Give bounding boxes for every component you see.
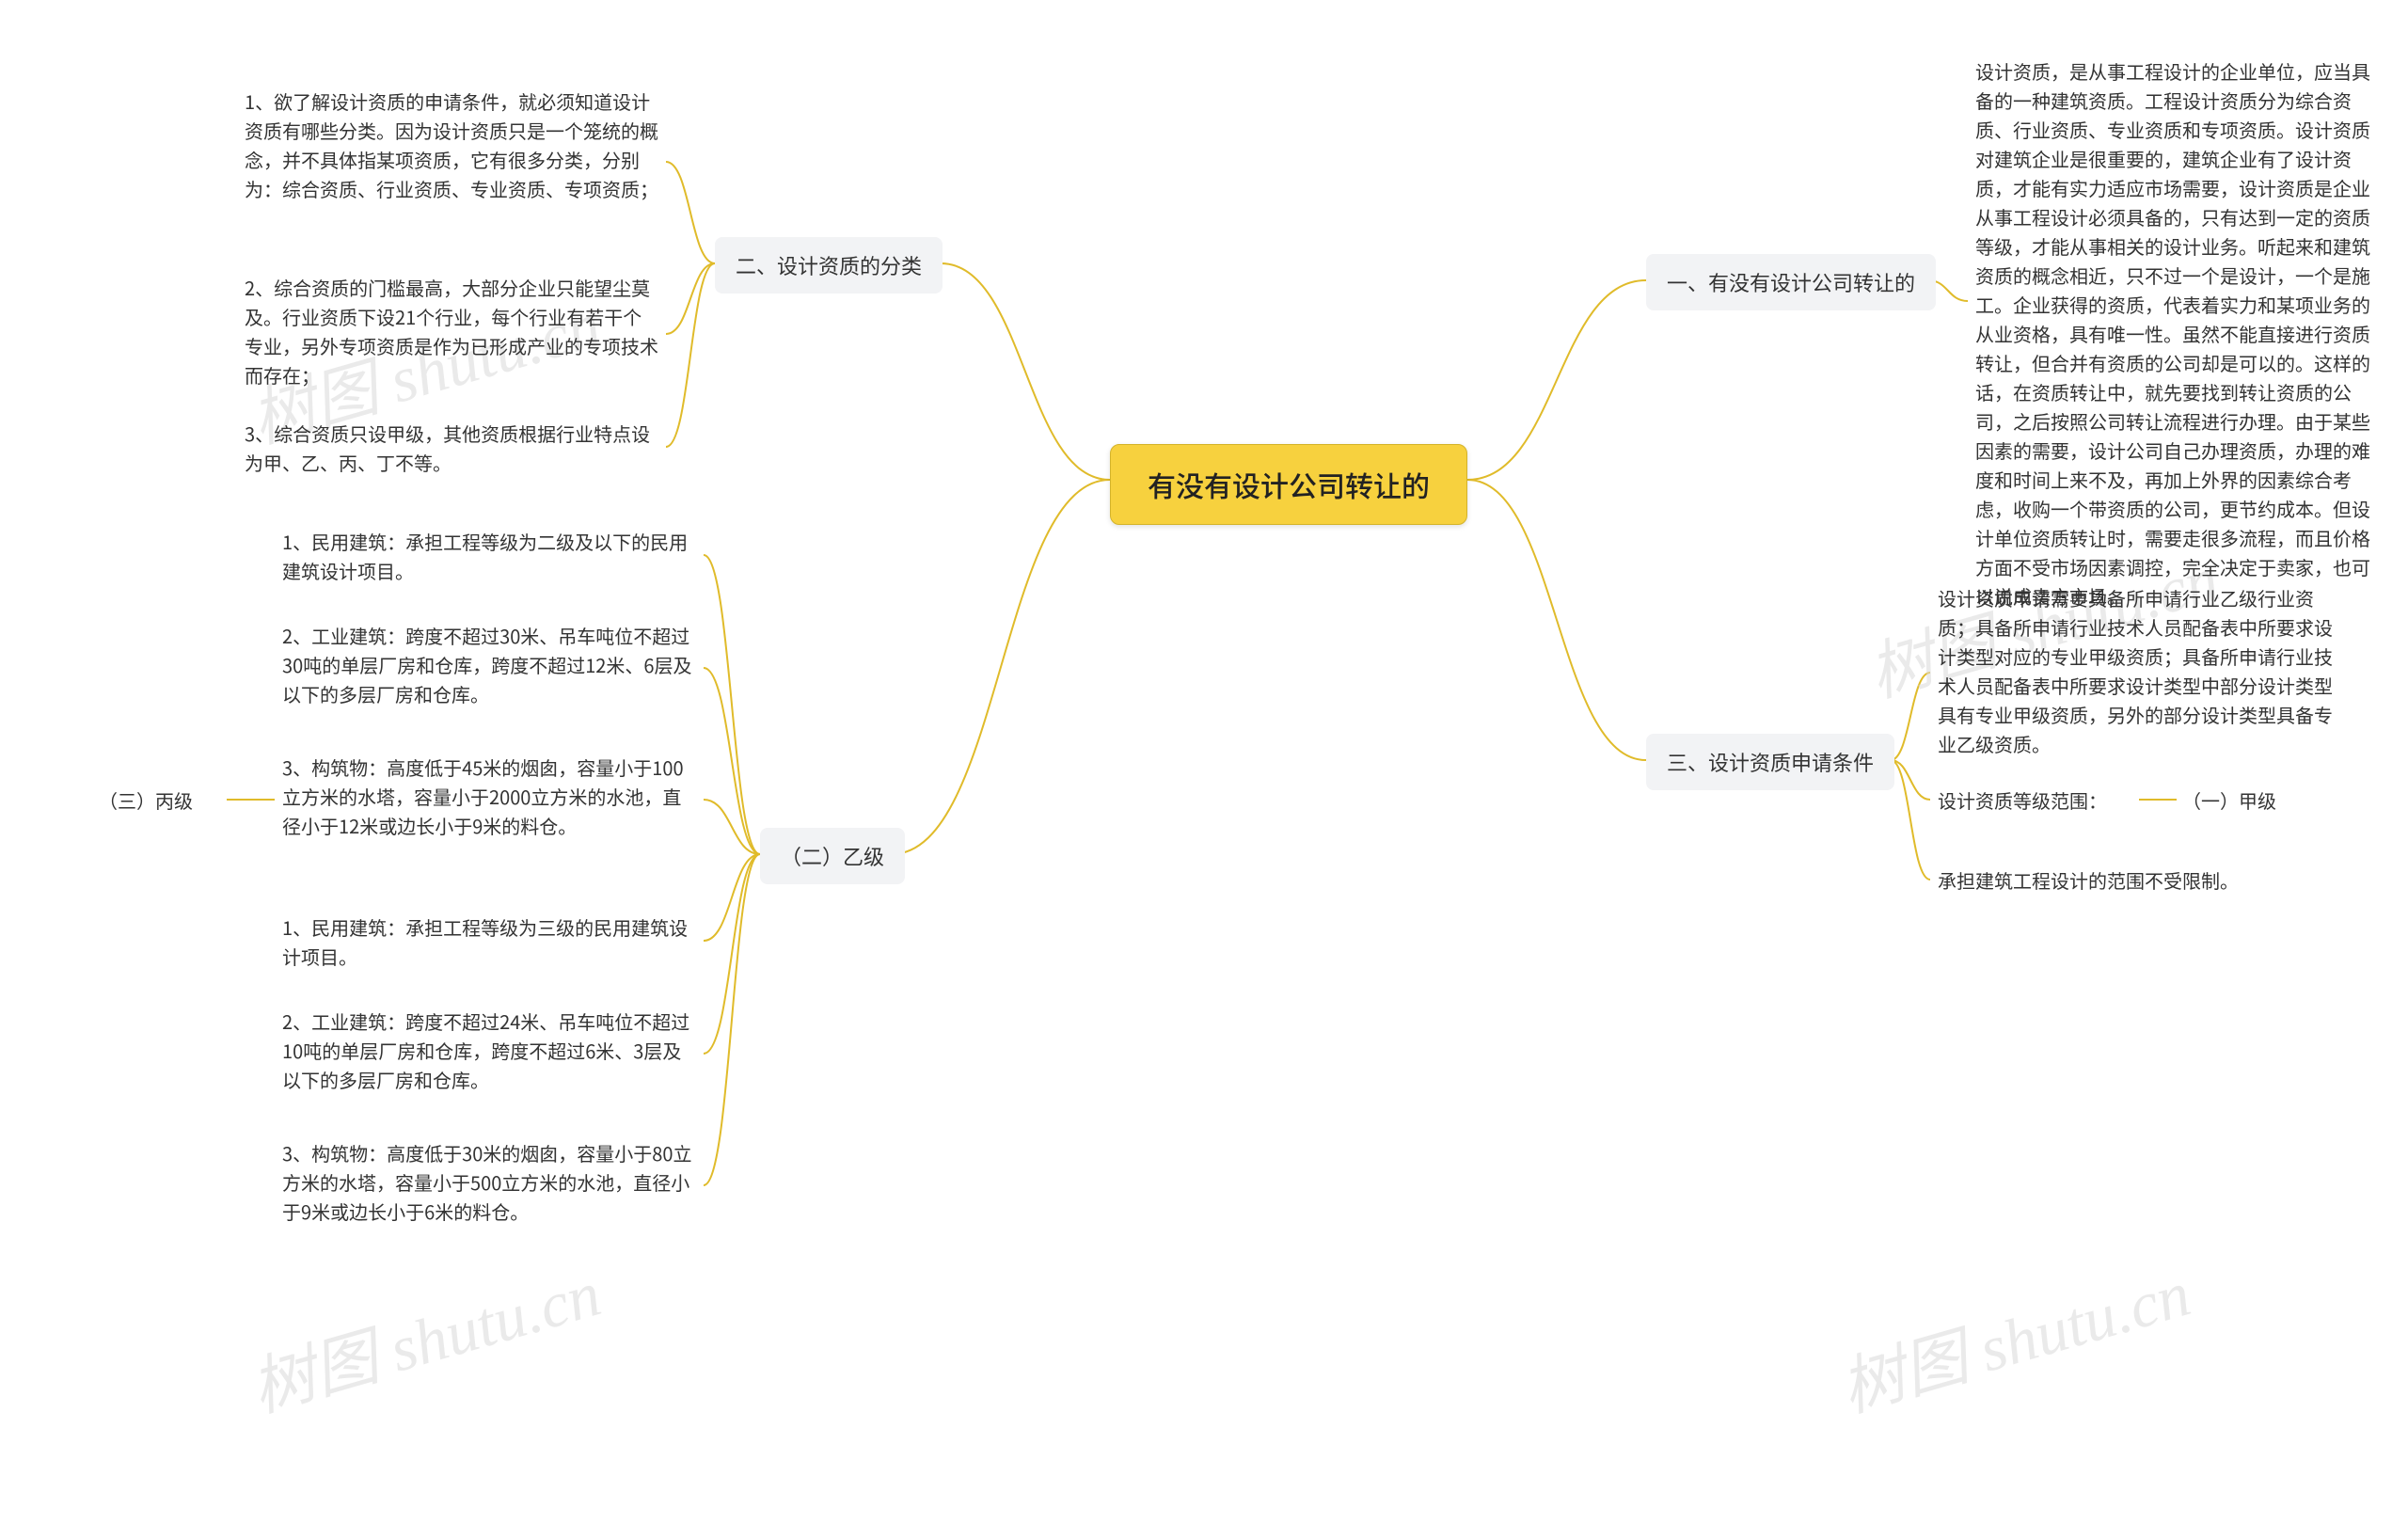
leaf-node: 3、综合资质只设甲级，其他资质根据行业特点设为甲、乙、丙、丁不等。	[245, 419, 658, 477]
leaf-text: 3、构筑物：高度低于45米的烟囱，容量小于100立方米的水塔，容量小于2000立…	[282, 754, 684, 839]
center-node[interactable]: 有没有设计公司转让的	[1110, 444, 1467, 525]
branch-node-b22[interactable]: （二）乙级	[760, 828, 905, 884]
leaf-node: 设计资质申请需要具备所申请行业乙级行业资质；具备所申请行业技术人员配备表中所要求…	[1938, 583, 2342, 758]
sub-leaf: （一）甲级	[2182, 785, 2305, 815]
leaf-node: 设计资质，是从事工程设计的企业单位，应当具备的一种建筑资质。工程设计资质分为综合…	[1975, 56, 2380, 611]
watermark: 树图 shutu.cn	[239, 1241, 610, 1429]
leaf-node: 1、民用建筑：承担工程等级为三级的民用建筑设计项目。	[282, 912, 696, 971]
branch-label: 二、设计资质的分类	[736, 250, 922, 280]
center-label: 有没有设计公司转让的	[1148, 464, 1430, 505]
leaf-node: 2、工业建筑：跨度不超过24米、吊车吨位不超过10吨的单层厂房和仓库，跨度不超过…	[282, 1007, 696, 1094]
sub-leaf-label: （三）丙级	[99, 786, 193, 814]
leaf-text: 承担建筑工程设计的范围不受限制。	[1938, 866, 2239, 894]
leaf-text: 设计资质，是从事工程设计的企业单位，应当具备的一种建筑资质。工程设计资质分为综合…	[1975, 57, 2370, 610]
leaf-node: 1、民用建筑：承担工程等级为二级及以下的民用建筑设计项目。	[282, 527, 696, 585]
leaf-text: 2、综合资质的门槛最高，大部分企业只能望尘莫及。行业资质下设21个行业，每个行业…	[245, 274, 658, 389]
sub-leaf-label: （一）甲级	[2182, 786, 2276, 814]
leaf-text: 设计资质等级范围：	[1938, 786, 2107, 814]
leaf-text: 3、综合资质只设甲级，其他资质根据行业特点设为甲、乙、丙、丁不等。	[245, 420, 650, 476]
leaf-text: 1、欲了解设计资质的申请条件，就必须知道设计资质有哪些分类。因为设计资质只是一个…	[245, 87, 658, 202]
leaf-node: 设计资质等级范围：	[1938, 785, 2135, 815]
leaf-node: 3、构筑物：高度低于45米的烟囱，容量小于100立方米的水塔，容量小于2000立…	[282, 753, 696, 840]
leaf-node: 1、欲了解设计资质的申请条件，就必须知道设计资质有哪些分类。因为设计资质只是一个…	[245, 87, 658, 203]
branch-label: 三、设计资质申请条件	[1667, 747, 1874, 777]
branch-label: 一、有没有设计公司转让的	[1667, 267, 1915, 297]
leaf-node: 2、综合资质的门槛最高，大部分企业只能望尘莫及。行业资质下设21个行业，每个行业…	[245, 273, 658, 389]
leaf-node: 2、工业建筑：跨度不超过30米、吊车吨位不超过30吨的单层厂房和仓库，跨度不超过…	[282, 621, 696, 708]
leaf-text: 3、构筑物：高度低于30米的烟囱，容量小于80立方米的水塔，容量小于500立方米…	[282, 1139, 692, 1225]
leaf-text: 2、工业建筑：跨度不超过30米、吊车吨位不超过30吨的单层厂房和仓库，跨度不超过…	[282, 622, 692, 707]
watermark: 树图 shutu.cn	[1829, 1241, 2199, 1429]
branch-node-b1[interactable]: 一、有没有设计公司转让的	[1646, 254, 1936, 310]
branch-label: （二）乙级	[781, 841, 884, 871]
leaf-text: 设计资质申请需要具备所申请行业乙级行业资质；具备所申请行业技术人员配备表中所要求…	[1938, 584, 2333, 757]
leaf-text: 1、民用建筑：承担工程等级为三级的民用建筑设计项目。	[282, 913, 688, 970]
leaf-node: 承担建筑工程设计的范围不受限制。	[1938, 865, 2267, 895]
leaf-text: 2、工业建筑：跨度不超过24米、吊车吨位不超过10吨的单层厂房和仓库，跨度不超过…	[282, 1007, 689, 1093]
leaf-text: 1、民用建筑：承担工程等级为二级及以下的民用建筑设计项目。	[282, 528, 688, 584]
branch-node-b3[interactable]: 三、设计资质申请条件	[1646, 734, 1894, 790]
sub-leaf: （三）丙级	[99, 785, 221, 815]
branch-node-b2[interactable]: 二、设计资质的分类	[715, 237, 943, 294]
leaf-node: 3、构筑物：高度低于30米的烟囱，容量小于80立方米的水塔，容量小于500立方米…	[282, 1138, 696, 1226]
